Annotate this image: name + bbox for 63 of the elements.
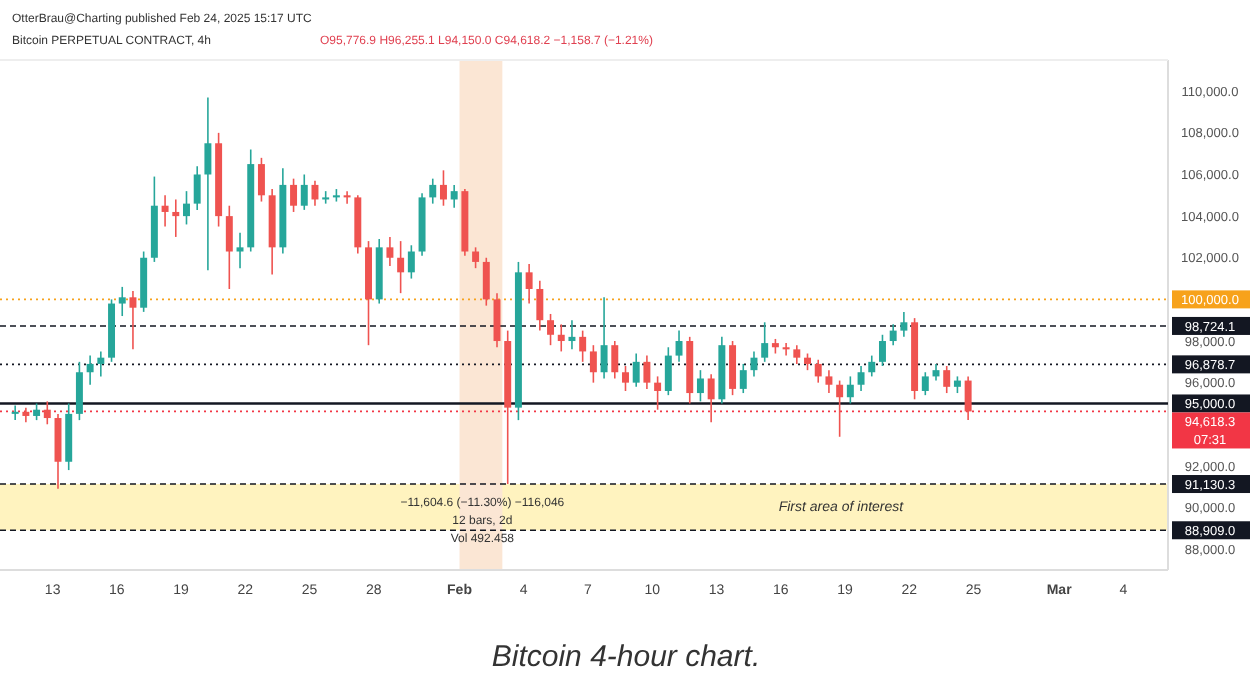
candlestick xyxy=(290,177,298,213)
candlestick xyxy=(397,240,405,294)
candlestick xyxy=(900,311,908,338)
candlestick xyxy=(161,194,169,228)
candlestick xyxy=(729,340,737,396)
candlestick xyxy=(846,375,854,405)
candlestick xyxy=(472,246,480,269)
candlestick xyxy=(75,361,83,421)
candlestick xyxy=(257,157,265,203)
candlestick xyxy=(118,286,126,317)
candlestick xyxy=(311,179,319,207)
candlestick xyxy=(225,204,233,290)
candlestick xyxy=(204,96,212,272)
candlestick xyxy=(943,365,951,394)
candlestick xyxy=(696,369,704,403)
candlestick xyxy=(857,365,865,392)
candlestick xyxy=(386,236,394,267)
candlestick xyxy=(964,375,972,421)
candlestick xyxy=(664,346,672,396)
candlestick xyxy=(300,173,308,211)
candlestick xyxy=(536,279,544,332)
candlestick xyxy=(793,344,801,365)
candlestick xyxy=(568,319,576,351)
candlestick xyxy=(407,244,415,280)
candlestick xyxy=(65,402,73,471)
candlestick xyxy=(878,333,886,367)
candlestick xyxy=(622,365,629,392)
candlestick xyxy=(611,340,619,380)
candlestick xyxy=(482,256,490,307)
candlestick xyxy=(450,184,458,209)
candlestick xyxy=(43,400,51,426)
candlestick xyxy=(707,373,715,423)
candlestick xyxy=(172,198,180,238)
candlestick xyxy=(343,190,351,205)
candlestick xyxy=(557,323,565,353)
candlestick xyxy=(429,177,437,205)
candlestick xyxy=(589,344,597,384)
candlestick xyxy=(439,169,447,207)
candlestick xyxy=(193,165,201,211)
candlestick xyxy=(825,369,833,394)
candlestick xyxy=(579,329,587,363)
candlestick xyxy=(889,323,897,346)
text: Bitcoin 4-hour chart. xyxy=(491,640,761,674)
candlestick xyxy=(129,290,137,351)
candlestick xyxy=(236,231,244,269)
candlestick xyxy=(868,354,876,378)
candlestick xyxy=(761,321,769,363)
candlestick xyxy=(782,342,790,357)
candlestick xyxy=(921,371,929,396)
candlestick xyxy=(525,263,533,305)
candlestick xyxy=(97,350,105,378)
candlestick xyxy=(739,363,747,394)
candlestick xyxy=(675,329,683,363)
candlestick xyxy=(654,375,662,411)
candlestick xyxy=(547,313,555,346)
candlestick xyxy=(836,379,844,438)
candlestick xyxy=(814,358,822,384)
candlestick xyxy=(600,296,608,380)
candlestick xyxy=(632,352,640,388)
candlestick xyxy=(643,354,651,390)
candlestick xyxy=(183,190,190,226)
candlestick xyxy=(86,354,94,386)
candlestick xyxy=(11,404,19,421)
